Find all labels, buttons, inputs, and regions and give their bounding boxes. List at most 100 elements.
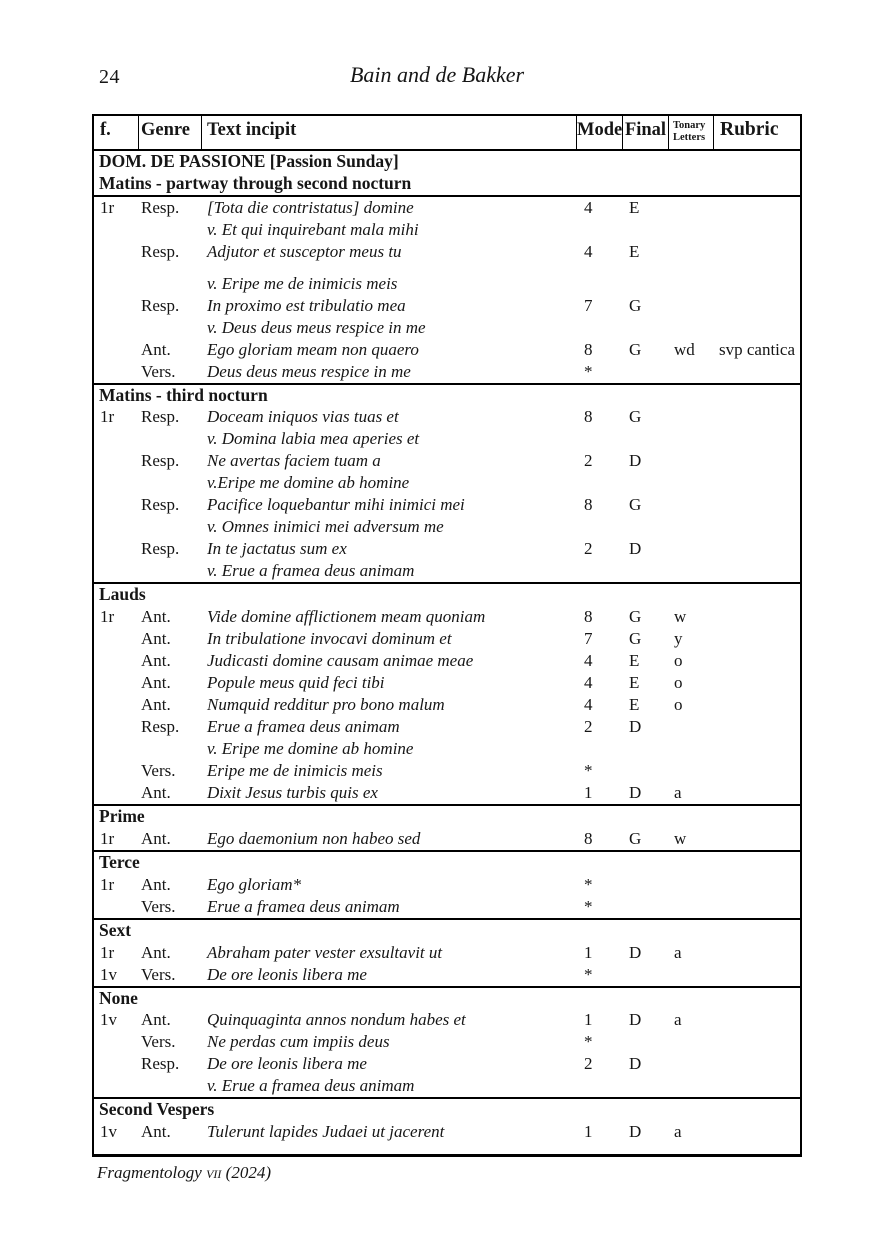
cell-tonary-letters: y [674,629,683,649]
cell-folio [94,241,139,263]
cell-final: D [629,1122,642,1142]
cell-rubric [714,361,800,383]
cell-rubric [714,896,800,918]
cell-genre: Vers. [141,361,176,381]
cell-genre: Ant. [141,607,171,627]
cell-folio: 1v [100,1122,117,1142]
table-row: Resp. Erue a framea deus animam 2 D [94,716,800,738]
cell-folio: 1r [100,197,115,217]
cell-tonary-letters [669,1053,714,1075]
cell-genre: Resp. [141,295,180,315]
cell-rubric [714,538,800,560]
cell-mode: * [584,896,593,916]
cell-rubric [714,317,800,339]
table-header-row: f. Genre Text incipit Mode Final Tonary … [94,116,800,151]
cell-rubric [714,516,800,538]
table-row: 1r Resp. Doceam iniquos vias tuas et 8 G [94,406,800,428]
section-heading: Second Vespers [99,1099,215,1120]
section-headings: DOM. DE PASSIONE [Passion Sunday] Matins … [94,151,800,197]
cell-mode: 2 [584,1054,593,1074]
cell-genre: Vers. [141,896,176,916]
cell-genre [139,1075,202,1097]
cell-incipit: Ego gloriam meam non quaero [207,339,419,359]
section-headings: Sext [94,920,800,942]
cell-genre [139,219,202,241]
cell-mode: 7 [584,295,593,315]
cell-tonary-letters [669,964,714,986]
cell-genre [139,516,202,538]
cell-folio [94,472,139,494]
table-row: 1r Ant. Ego gloriam* * [94,874,800,896]
table-row: v. Eripe me domine ab homine [94,738,800,760]
cell-rubric [714,1075,800,1097]
cell-incipit: Tulerunt lapides Judaei ut jacerent [207,1122,445,1142]
cell-mode: * [584,361,593,381]
cell-rubric [714,874,800,896]
table-row: 1v Ant. Tulerunt lapides Judaei ut jaceren… [94,1121,800,1143]
cell-folio [94,1075,139,1097]
cell-folio: 1r [100,607,115,627]
cell-mode: 2 [584,717,593,737]
cell-mode: * [584,874,593,894]
table-row: v. Deus deus meus respice in me [94,317,800,339]
cell-tonary-letters [669,361,714,383]
cell-folio [94,538,139,560]
cell-final: G [629,295,642,315]
cell-folio: 1v [100,964,117,984]
cell-final: G [629,495,642,515]
cell-final: G [629,607,642,627]
cell-mode [577,560,623,582]
cell-folio [94,738,139,760]
cell-mode: 8 [584,607,593,627]
table-row: 1r Ant. Abraham pater vester exsultavit ut… [94,942,800,964]
section-headings: Second Vespers [94,1099,800,1121]
cell-tonary-letters [669,738,714,760]
cell-genre [139,560,202,582]
journal-title: Fragmentology [97,1163,202,1182]
cell-incipit: v. Erue a framea deus animam [207,1076,415,1096]
table-row: Ant. In tribulatione invocavi dominum et 7… [94,628,800,650]
cell-tonary-letters [669,472,714,494]
cell-rubric [714,428,800,450]
cell-tonary-letters [669,219,714,241]
cell-mode [577,317,623,339]
cell-tonary-letters [669,428,714,450]
cell-final [623,874,669,896]
cell-rubric [714,964,800,986]
cell-incipit: v. Et qui inquirebant mala mihi [207,219,419,239]
table-section: DOM. DE PASSIONE [Passion Sunday] Matins … [94,151,800,383]
cell-genre: Ant. [141,942,171,962]
cell-genre: Resp. [141,451,180,471]
cell-incipit: Eripe me de inimicis meis [207,761,383,781]
cell-rubric [714,606,800,628]
cell-mode: 1 [584,942,593,962]
cell-tonary-letters [669,494,714,516]
cell-mode: 1 [584,1010,593,1030]
cell-tonary-letters: a [674,942,682,962]
cell-final: E [629,651,640,671]
cell-incipit: Pacifice loquebantur mihi inimici mei [207,495,465,515]
cell-rubric [714,650,800,672]
cell-final: D [629,1054,642,1074]
cell-folio [94,1053,139,1075]
section-heading: Matins - third nocturn [99,384,268,405]
cell-mode: 4 [584,695,593,715]
cell-tonary-letters [669,538,714,560]
cell-tonary-letters: o [674,695,683,715]
cell-folio [94,628,139,650]
cell-folio [94,760,139,782]
cell-tonary-letters [669,560,714,582]
table-row: v. Erue a framea deus animam [94,560,800,582]
cell-incipit: Ne perdas cum impiis deus [207,1032,390,1052]
cell-folio [94,694,139,716]
cell-genre: Resp. [141,407,180,427]
cell-tonary-letters: a [674,1122,682,1142]
cell-final [623,738,669,760]
cell-incipit: Dixit Jesus turbis quis ex [207,783,378,803]
table-row: v. Erue a framea deus animam [94,1075,800,1097]
cell-final: G [629,407,642,427]
cell-tonary-letters [669,406,714,428]
table-section: Sext 1r Ant. Abraham pater vester exsultavi… [94,917,800,986]
cell-final: E [629,197,640,217]
